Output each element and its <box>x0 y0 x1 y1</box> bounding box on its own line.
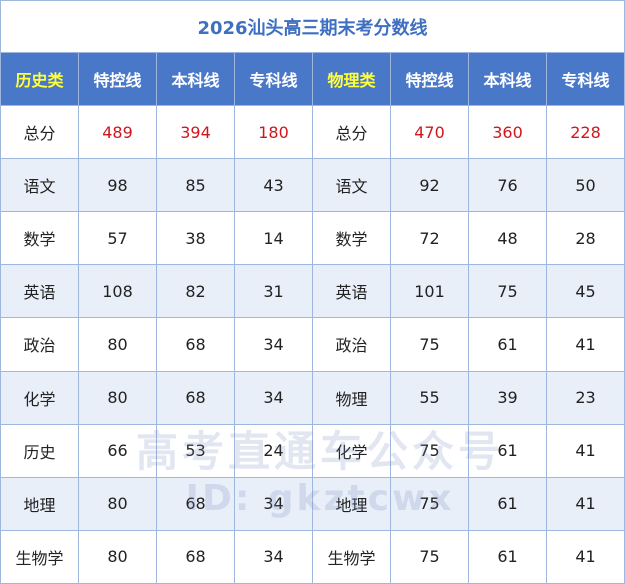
score-cell: 34 <box>234 476 313 531</box>
score-cell: 66 <box>78 423 157 478</box>
score-cell: 82 <box>156 264 235 319</box>
header-cell: 历史类 <box>0 52 79 106</box>
table-row: 历史 66 53 24 化学 75 61 41 <box>0 423 625 478</box>
score-cell: 61 <box>468 476 547 531</box>
score-cell: 39 <box>468 370 547 425</box>
subject-cell: 英语 <box>0 264 79 319</box>
subject-cell: 英语 <box>312 264 391 319</box>
header-cell: 特控线 <box>78 52 157 106</box>
header-cell: 专科线 <box>546 52 625 106</box>
subject-cell: 生物学 <box>312 529 391 584</box>
score-cell: 68 <box>156 529 235 584</box>
score-cell: 31 <box>234 264 313 319</box>
score-cell: 80 <box>78 370 157 425</box>
score-cell: 80 <box>78 529 157 584</box>
score-cell: 57 <box>78 211 157 266</box>
score-cell: 108 <box>78 264 157 319</box>
table-row: 政治 80 68 34 政治 75 61 41 <box>0 317 625 372</box>
score-cell: 92 <box>390 158 469 213</box>
score-cell: 34 <box>234 529 313 584</box>
score-cell: 98 <box>78 158 157 213</box>
table-row: 英语 108 82 31 英语 101 75 45 <box>0 264 625 319</box>
score-cell: 489 <box>78 104 157 160</box>
header-cell: 专科线 <box>234 52 313 106</box>
score-cell: 55 <box>390 370 469 425</box>
header-cell: 本科线 <box>156 52 235 106</box>
subject-cell: 语文 <box>0 158 79 213</box>
score-cell: 68 <box>156 476 235 531</box>
score-cell: 72 <box>390 211 469 266</box>
subject-cell: 政治 <box>0 317 79 372</box>
subject-cell: 总分 <box>0 104 79 160</box>
score-cell: 50 <box>546 158 625 213</box>
score-cell: 75 <box>390 423 469 478</box>
table-row: 语文 98 85 43 语文 92 76 50 <box>0 158 625 213</box>
score-cell: 101 <box>390 264 469 319</box>
score-cell: 53 <box>156 423 235 478</box>
score-cell: 34 <box>234 317 313 372</box>
table-title: 2026汕头高三期末考分数线 <box>0 0 625 52</box>
subject-cell: 历史 <box>0 423 79 478</box>
table-row: 数学 57 38 14 数学 72 48 28 <box>0 211 625 266</box>
score-cell: 43 <box>234 158 313 213</box>
subject-cell: 总分 <box>312 104 391 160</box>
score-cell: 41 <box>546 476 625 531</box>
subject-cell: 数学 <box>312 211 391 266</box>
score-cell: 80 <box>78 317 157 372</box>
header-cell: 特控线 <box>390 52 469 106</box>
subject-cell: 政治 <box>312 317 391 372</box>
score-cell: 80 <box>78 476 157 531</box>
score-cell: 75 <box>390 476 469 531</box>
score-cell: 75 <box>468 264 547 319</box>
score-cell: 61 <box>468 423 547 478</box>
subject-cell: 地理 <box>312 476 391 531</box>
score-cell: 38 <box>156 211 235 266</box>
score-cell: 28 <box>546 211 625 266</box>
score-cell: 45 <box>546 264 625 319</box>
subject-cell: 语文 <box>312 158 391 213</box>
score-cell: 61 <box>468 529 547 584</box>
score-cell: 48 <box>468 211 547 266</box>
table-row: 总分 489 394 180 总分 470 360 228 <box>0 104 625 160</box>
score-table: 历史类 特控线 本科线 专科线 物理类 特控线 本科线 专科线 总分 489 394 180 总分 470… <box>0 52 625 584</box>
score-cell: 41 <box>546 317 625 372</box>
score-cell: 394 <box>156 104 235 160</box>
table-row: 生物学 80 68 34 生物学 75 61 41 <box>0 529 625 584</box>
score-cell: 75 <box>390 317 469 372</box>
subject-cell: 化学 <box>0 370 79 425</box>
score-cell: 360 <box>468 104 547 160</box>
table-row: 化学 80 68 34 物理 55 39 23 <box>0 370 625 425</box>
score-cell: 76 <box>468 158 547 213</box>
table-row: 地理 80 68 34 地理 75 61 41 <box>0 476 625 531</box>
score-cell: 34 <box>234 370 313 425</box>
score-cell: 470 <box>390 104 469 160</box>
score-cell: 41 <box>546 423 625 478</box>
subject-cell: 物理 <box>312 370 391 425</box>
header-row: 历史类 特控线 本科线 专科线 物理类 特控线 本科线 专科线 <box>0 52 625 106</box>
score-cell: 24 <box>234 423 313 478</box>
score-cell: 228 <box>546 104 625 160</box>
header-cell: 物理类 <box>312 52 391 106</box>
score-cell: 68 <box>156 370 235 425</box>
subject-cell: 数学 <box>0 211 79 266</box>
subject-cell: 生物学 <box>0 529 79 584</box>
score-cell: 23 <box>546 370 625 425</box>
score-cell: 68 <box>156 317 235 372</box>
score-cell: 61 <box>468 317 547 372</box>
score-cell: 180 <box>234 104 313 160</box>
score-cell: 75 <box>390 529 469 584</box>
score-cell: 14 <box>234 211 313 266</box>
header-cell: 本科线 <box>468 52 547 106</box>
score-cell: 41 <box>546 529 625 584</box>
subject-cell: 地理 <box>0 476 79 531</box>
score-cell: 85 <box>156 158 235 213</box>
subject-cell: 化学 <box>312 423 391 478</box>
